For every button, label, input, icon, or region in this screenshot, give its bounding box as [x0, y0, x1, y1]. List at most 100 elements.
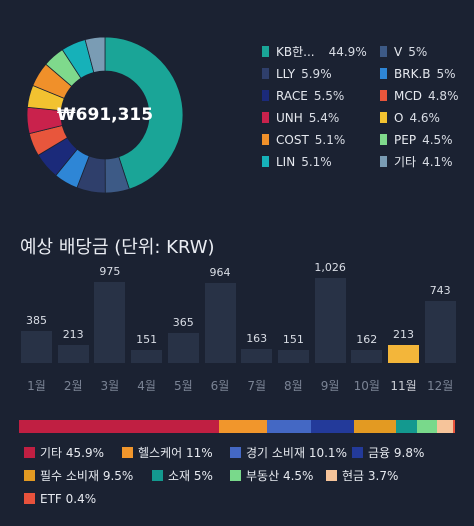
sector-swatch: [152, 470, 163, 481]
dividend-bar-5[interactable]: [167, 332, 199, 363]
sector-swatch: [326, 470, 337, 481]
legend-pct: 4.1%: [422, 155, 453, 169]
legend-swatch: [262, 112, 269, 123]
sector-pct: 4.5%: [282, 469, 314, 483]
legend-name: PEP: [394, 133, 417, 147]
legend-pct: 5.1%: [301, 155, 332, 169]
sector-pct: 0.4%: [65, 492, 97, 506]
legend-item: LIN 5.1%: [262, 154, 332, 170]
dividend-value-label: 213: [62, 328, 84, 342]
dividend-bar-6[interactable]: [204, 283, 236, 363]
sector-name: 금융: [368, 446, 394, 460]
dividend-bar-11[interactable]: [388, 345, 419, 363]
legend-pct: 5.1%: [314, 133, 346, 147]
sector-legend-item: 금융 9.8%: [352, 445, 424, 461]
dividend-value-label: 365: [172, 315, 194, 329]
sector-segment-7: [437, 420, 454, 433]
legend-pct: 4.6%: [409, 111, 440, 125]
dividend-section-title: 예상 배당금 (단위: KRW): [20, 237, 215, 258]
legend-item: V 5%: [380, 44, 427, 60]
dividend-bar-2[interactable]: [57, 345, 89, 363]
month-label: 11월: [390, 379, 417, 393]
sector-name: 필수 소비재: [40, 469, 103, 483]
month-label: 1월: [27, 379, 46, 393]
legend-name: COST: [276, 133, 309, 147]
legend-name: BRK.B: [394, 67, 431, 81]
legend-swatch: [262, 156, 269, 167]
donut-slice-11: [84, 36, 106, 73]
sector-segment-2: [267, 420, 312, 433]
legend-item: LLY 5.9%: [262, 66, 332, 82]
legend-pct: 4.8%: [427, 89, 459, 103]
legend-name: KB한...: [276, 45, 315, 59]
legend-item: PEP 4.5%: [380, 132, 453, 148]
dividend-value-label: 151: [282, 333, 304, 347]
legend-item: 기타 4.1%: [380, 154, 453, 170]
legend-item: MCD 4.8%: [380, 88, 458, 104]
sector-legend-item: 부동산 4.5%: [230, 468, 313, 484]
legend-name: O: [394, 111, 404, 125]
dividend-value-label: 743: [429, 284, 451, 298]
legend-item: BRK.B 5%: [380, 66, 456, 82]
legend-item: UNH 5.4%: [262, 110, 339, 126]
sector-swatch: [352, 447, 363, 458]
sector-name: 경기 소비재: [246, 446, 309, 460]
sector-pct: 5%: [193, 469, 213, 483]
dividend-bar-10[interactable]: [351, 349, 383, 363]
dividend-bar-7[interactable]: [241, 349, 273, 363]
legend-item: RACE 5.5%: [262, 88, 344, 104]
month-label: 7월: [247, 379, 267, 393]
legend-swatch: [380, 156, 387, 167]
sector-swatch: [122, 447, 133, 458]
dividend-value-label: 163: [246, 332, 268, 346]
month-label: 9월: [320, 379, 340, 393]
sector-pct: 9.8%: [393, 446, 425, 460]
dividend-bar-4[interactable]: [131, 350, 163, 363]
sector-segment-6: [417, 420, 438, 433]
legend-pct: 5%: [408, 45, 428, 59]
dividend-value-label: 964: [209, 266, 231, 280]
sector-legend-item: ETF 0.4%: [24, 491, 96, 507]
sector-swatch: [24, 470, 35, 481]
sector-pct: 9.5%: [102, 469, 134, 483]
dividend-value-label: 385: [26, 314, 47, 328]
legend-pct: 5.5%: [313, 89, 345, 103]
sector-pct: 45.9%: [65, 446, 105, 460]
month-label: 8월: [284, 379, 303, 393]
sector-swatch: [230, 470, 241, 481]
sector-legend-item: 필수 소비재 9.5%: [24, 468, 133, 484]
sector-segment-1: [219, 420, 268, 433]
legend-name: MCD: [394, 89, 422, 103]
portfolio-donut-chart: [26, 36, 184, 194]
dividend-bar-9[interactable]: [314, 278, 346, 363]
legend-swatch: [262, 46, 269, 57]
sector-segment-3: [311, 420, 355, 433]
legend-swatch: [262, 90, 269, 101]
legend-name: LIN: [276, 155, 296, 169]
sector-legend-item: 현금 3.7%: [326, 468, 398, 484]
legend-swatch: [262, 134, 269, 145]
monthly-dividend-chart: 385 1월 213 2월 975 3월 151 4월 365 5월 964 6월 163 7월 151 8월…: [0, 255, 474, 395]
sector-legend-item: 헬스케어 11%: [122, 445, 213, 461]
month-label: 2월: [63, 379, 83, 393]
dividend-bar-3[interactable]: [94, 282, 126, 363]
sector-swatch: [230, 447, 241, 458]
month-label: 5월: [173, 379, 193, 393]
legend-name: V: [394, 45, 403, 59]
legend-pct: 5.9%: [301, 67, 332, 81]
dividend-value-label: 213: [393, 328, 414, 342]
dividend-bar-8[interactable]: [277, 350, 309, 363]
month-label: 6월: [210, 379, 230, 393]
dividend-value-label: 151: [136, 333, 158, 347]
legend-swatch: [262, 68, 269, 79]
dividend-bar-12[interactable]: [424, 301, 456, 363]
sector-segment-0: [19, 420, 220, 433]
month-label: 4월: [137, 379, 156, 393]
dividend-bar-1[interactable]: [21, 331, 52, 363]
sector-legend-item: 경기 소비재 10.1%: [230, 445, 347, 461]
sector-name: 헬스케어: [138, 446, 186, 460]
legend-swatch: [380, 90, 387, 101]
sector-segment-8: [453, 420, 455, 433]
sector-pct: 11%: [185, 446, 213, 460]
sector-name: 기타: [40, 446, 66, 460]
